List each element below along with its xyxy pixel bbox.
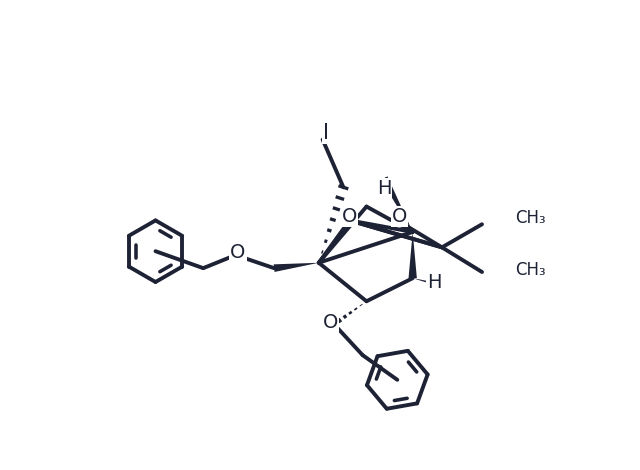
Text: O: O — [323, 313, 338, 331]
Text: O: O — [392, 207, 407, 226]
Polygon shape — [381, 176, 413, 232]
Text: CH₃: CH₃ — [515, 261, 546, 280]
Text: O: O — [230, 243, 246, 262]
Polygon shape — [413, 278, 435, 285]
Polygon shape — [408, 232, 417, 278]
Polygon shape — [274, 263, 319, 272]
Text: O: O — [342, 207, 357, 226]
Text: H: H — [427, 273, 442, 291]
Text: CH₃: CH₃ — [515, 209, 546, 227]
Text: H: H — [377, 180, 392, 198]
Text: I: I — [323, 124, 330, 143]
